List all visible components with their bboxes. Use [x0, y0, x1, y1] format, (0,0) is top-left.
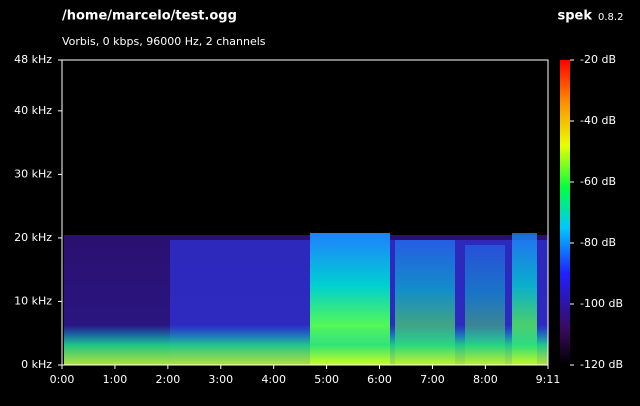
x-tick-label: 7:00 [420, 373, 445, 386]
subtitle: Vorbis, 0 kbps, 96000 Hz, 2 channels [62, 35, 266, 48]
color-tick-label: -20 dB [580, 53, 616, 66]
plot-frame [61, 59, 549, 366]
color-bar [560, 60, 570, 365]
color-tick-label: -120 dB [580, 358, 623, 371]
x-tick-label: 5:00 [314, 373, 339, 386]
x-tick-label: 3:00 [208, 373, 233, 386]
app-version: 0.8.2 [598, 12, 623, 23]
y-tick-label: 0 kHz [21, 358, 52, 371]
y-tick-label: 20 kHz [14, 231, 52, 244]
spectrogram-image [62, 60, 548, 365]
y-tick-label: 10 kHz [14, 294, 52, 307]
x-tick-label: 8:00 [473, 373, 498, 386]
y-tick-label: 30 kHz [14, 167, 52, 180]
x-tick-label: 9:11 [536, 373, 561, 386]
color-tick-label: -40 dB [580, 114, 616, 127]
x-tick-label: 4:00 [261, 373, 286, 386]
y-tick-label: 48 kHz [14, 53, 52, 66]
color-tick-label: -60 dB [580, 175, 616, 188]
x-tick-label: 6:00 [367, 373, 392, 386]
color-tick-label: -80 dB [580, 236, 616, 249]
app-name: spek [557, 9, 592, 24]
color-tick-label: -100 dB [580, 297, 623, 310]
title: /home/marcelo/test.ogg [62, 9, 237, 24]
x-tick-label: 2:00 [155, 373, 180, 386]
x-tick-label: 1:00 [103, 373, 128, 386]
y-tick-label: 40 kHz [14, 104, 52, 117]
x-tick-label: 0:00 [50, 373, 75, 386]
